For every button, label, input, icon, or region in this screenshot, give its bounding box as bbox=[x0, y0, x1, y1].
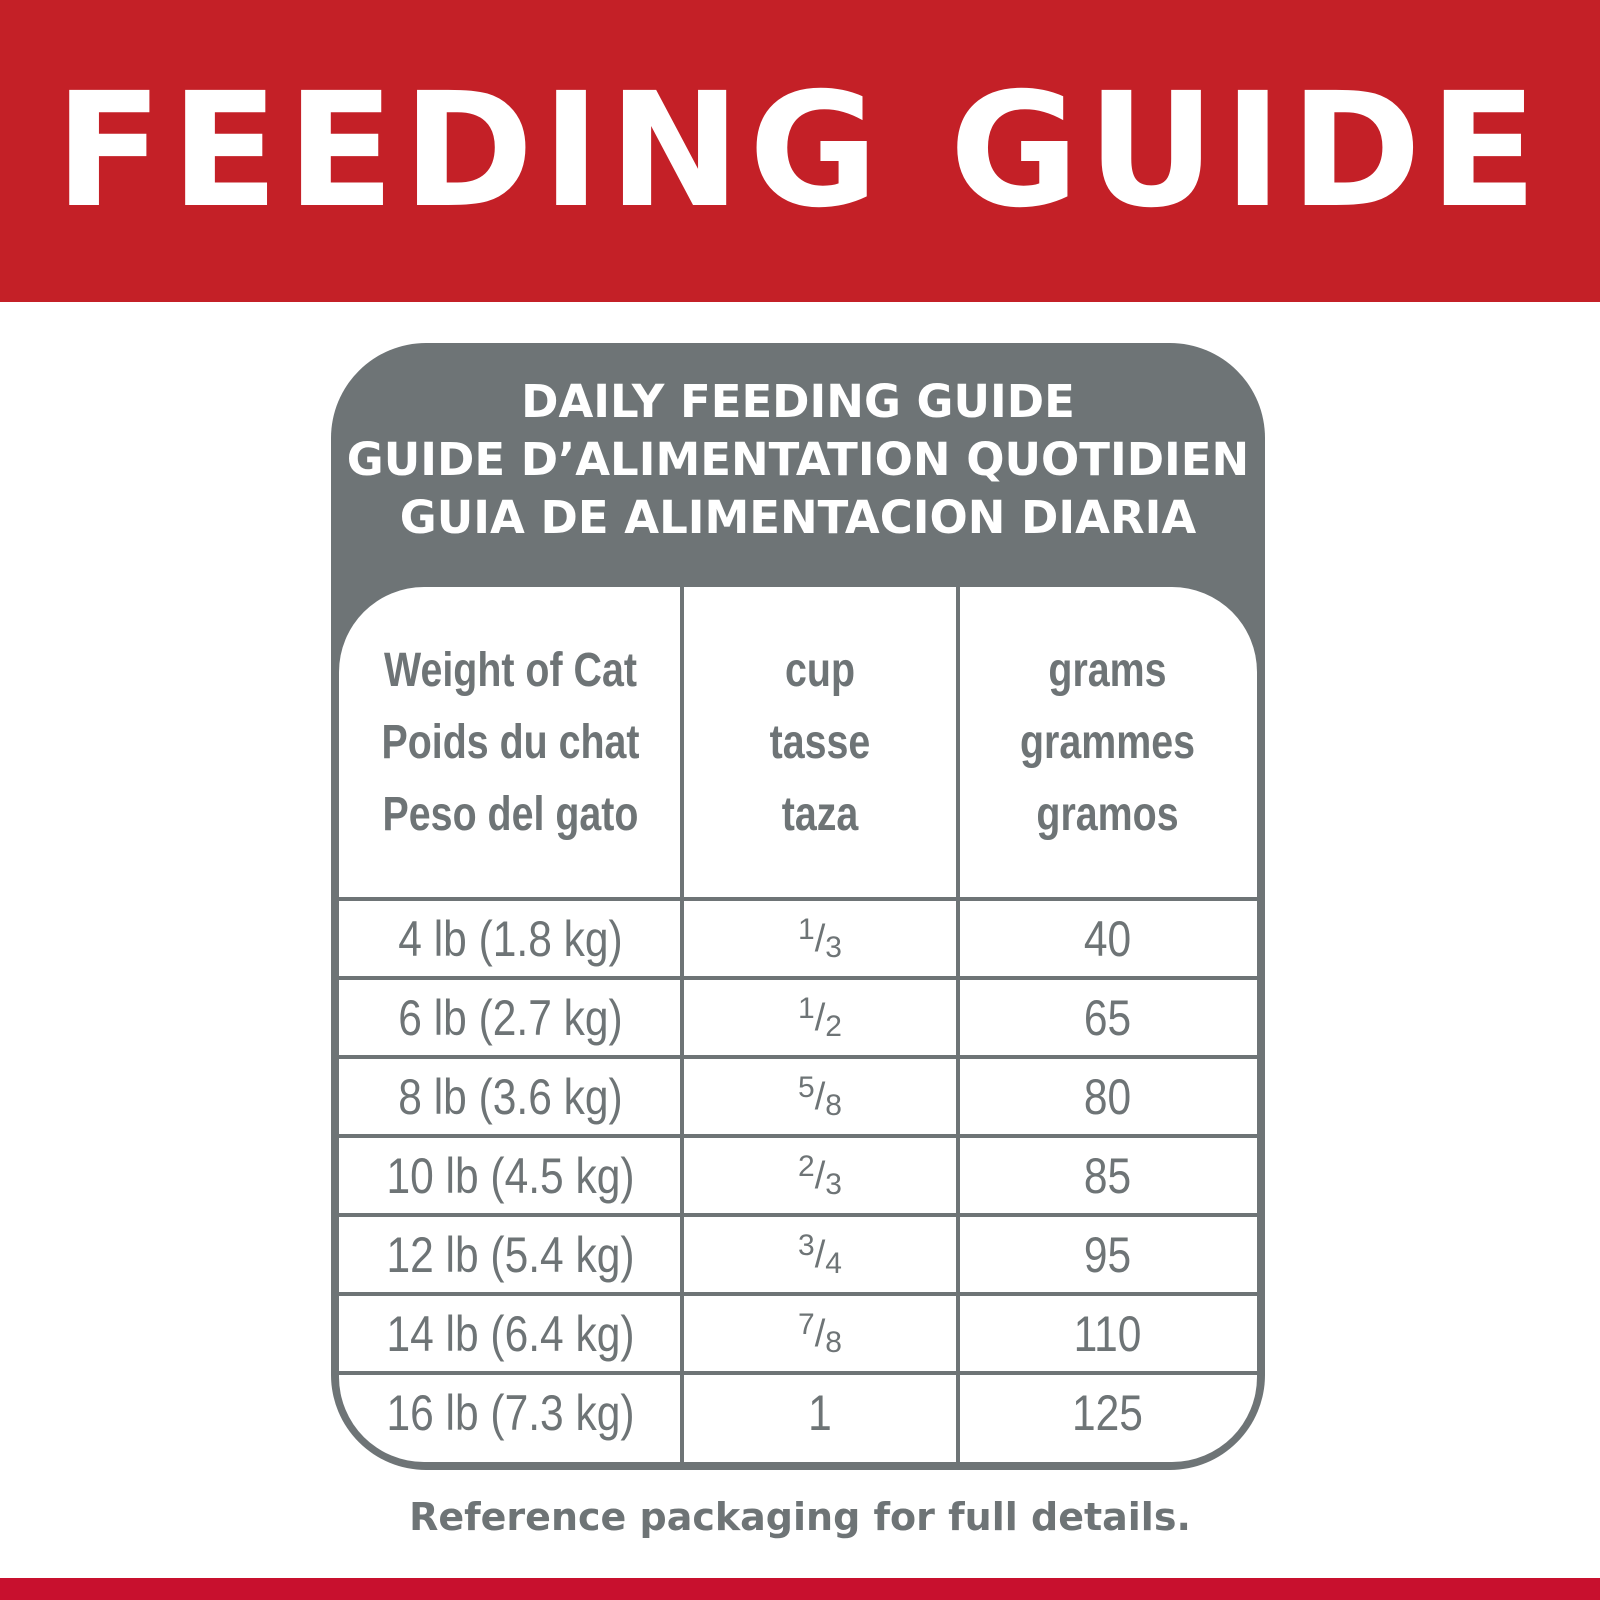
weight-cell: 6 lb (2.7 kg) bbox=[398, 989, 623, 1046]
cup-cell: 1/3 bbox=[682, 899, 958, 978]
cup-cell: 5/8 bbox=[682, 1057, 958, 1136]
fraction: 2/3 bbox=[798, 1149, 842, 1201]
grams-cell: 40 bbox=[1083, 910, 1132, 967]
denominator: 3 bbox=[825, 1167, 842, 1201]
grams-cell: 65 bbox=[1083, 989, 1132, 1046]
cup-cell: 7/8 bbox=[682, 1294, 958, 1373]
weight-cell: 12 lb (5.4 kg) bbox=[386, 1226, 635, 1283]
feeding-table: Weight of Cat Poids du chat Peso del gato c… bbox=[339, 587, 1257, 1462]
denominator: 2 bbox=[825, 1009, 842, 1043]
grams-cell: 110 bbox=[1073, 1305, 1142, 1362]
card-title-en: DAILY FEEDING GUIDE bbox=[521, 375, 1075, 428]
card-title-es: GUIA DE ALIMENTACION DIARIA bbox=[399, 491, 1197, 544]
column-header-line: gramos bbox=[1036, 788, 1179, 841]
denominator: 8 bbox=[825, 1325, 842, 1359]
numerator: 1 bbox=[798, 991, 815, 1025]
column-header-line: Peso del gato bbox=[382, 788, 639, 841]
numerator: 7 bbox=[798, 1307, 815, 1341]
grams-cell: 95 bbox=[1083, 1226, 1132, 1283]
card-title-fr: GUIDE D’ALIMENTATION QUOTIDIEN bbox=[346, 433, 1250, 486]
grams-cell: 80 bbox=[1083, 1068, 1132, 1125]
cup-cell: 3/4 bbox=[682, 1215, 958, 1294]
numerator: 3 bbox=[798, 1228, 815, 1262]
fraction: 7/8 bbox=[798, 1307, 842, 1359]
feeding-guide-card: DAILY FEEDING GUIDE GUIDE D’ALIMENTATION… bbox=[331, 343, 1265, 1470]
column-header-line: taza bbox=[781, 788, 859, 841]
weight-cell: 14 lb (6.4 kg) bbox=[386, 1305, 635, 1362]
column-header-line: cup bbox=[785, 644, 855, 697]
fraction: 3/4 bbox=[798, 1228, 842, 1280]
column-header: grams grammes gramos bbox=[985, 587, 1230, 899]
weight-cell: 10 lb (4.5 kg) bbox=[386, 1147, 635, 1204]
card-title: DAILY FEEDING GUIDE GUIDE D’ALIMENTATION… bbox=[331, 373, 1265, 547]
cup-cell: 2/3 bbox=[682, 1136, 958, 1215]
weight-cell: 4 lb (1.8 kg) bbox=[398, 910, 623, 967]
column-divider bbox=[680, 587, 684, 1462]
title-banner: FEEDING GUIDE bbox=[0, 0, 1600, 302]
row-divider bbox=[339, 1371, 1257, 1375]
numerator: 1 bbox=[798, 912, 815, 946]
weight-cell: 16 lb (7.3 kg) bbox=[386, 1384, 635, 1441]
row-divider bbox=[339, 1292, 1257, 1296]
denominator: 3 bbox=[825, 930, 842, 964]
row-divider bbox=[339, 1055, 1257, 1059]
fraction: 1/3 bbox=[798, 912, 842, 964]
row-divider bbox=[339, 1134, 1257, 1138]
weight-cell: 8 lb (3.6 kg) bbox=[398, 1068, 623, 1125]
denominator: 4 bbox=[825, 1246, 842, 1280]
row-divider bbox=[339, 1213, 1257, 1217]
row-divider bbox=[339, 897, 1257, 901]
row-divider bbox=[339, 976, 1257, 980]
column-header: cup tasse taza bbox=[707, 587, 933, 899]
grams-cell: 125 bbox=[1072, 1384, 1143, 1441]
footnote: Reference packaging for full details. bbox=[409, 1495, 1191, 1539]
column-header-line: Weight of Cat bbox=[384, 644, 637, 697]
numerator: 2 bbox=[798, 1149, 815, 1183]
bottom-bar bbox=[0, 1578, 1600, 1600]
banner-title: FEEDING GUIDE bbox=[54, 59, 1546, 243]
cup-cell: 1/2 bbox=[682, 978, 958, 1057]
grams-cell: 85 bbox=[1083, 1147, 1132, 1204]
column-header-line: Poids du chat bbox=[381, 716, 640, 769]
fraction: 1/2 bbox=[798, 991, 842, 1043]
numerator: 5 bbox=[798, 1070, 815, 1104]
column-header-line: grams bbox=[1048, 644, 1167, 697]
cup-cell: 1 bbox=[808, 1384, 832, 1441]
column-header-line: tasse bbox=[769, 716, 871, 769]
fraction: 5/8 bbox=[798, 1070, 842, 1122]
column-header-line: grammes bbox=[1019, 716, 1196, 769]
column-header: Weight of Cat Poids du chat Peso del gato bbox=[370, 587, 651, 899]
column-divider bbox=[956, 587, 960, 1462]
denominator: 8 bbox=[825, 1088, 842, 1122]
